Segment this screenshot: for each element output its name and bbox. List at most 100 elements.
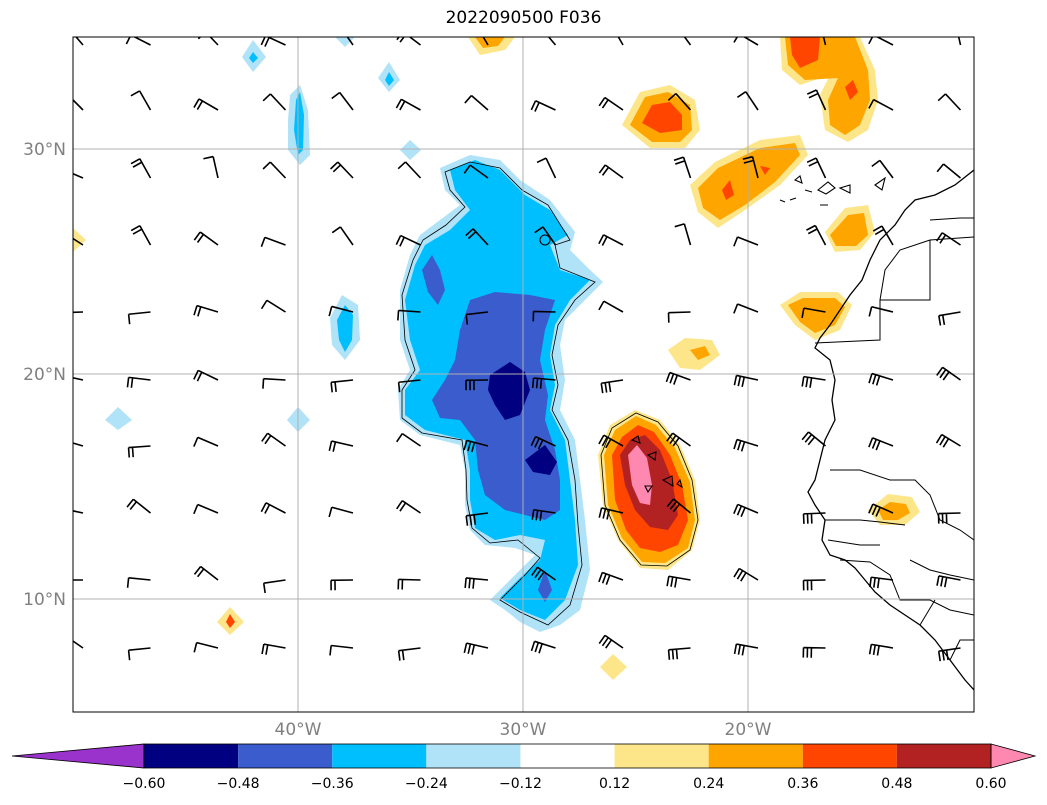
wind-barb <box>937 93 962 111</box>
wind-barb <box>73 579 84 581</box>
colorbar-tick-label: 0.48 <box>881 776 912 792</box>
wind-barb <box>598 634 624 649</box>
wind-barb <box>261 643 286 655</box>
wind-barb <box>397 647 421 661</box>
plot-area <box>73 37 974 712</box>
wind-barb <box>806 224 827 246</box>
wind-barb <box>806 157 827 179</box>
wind-barb <box>396 432 421 447</box>
wind-barb <box>937 512 961 524</box>
wind-barb <box>130 158 152 179</box>
positive-blob-l <box>73 228 86 252</box>
wind-barb <box>534 226 557 246</box>
latitude-labels: 30°N 20°N 10°N <box>23 140 66 610</box>
wind-barb <box>935 232 961 246</box>
wind-barb <box>598 234 624 246</box>
wind-barb <box>869 576 894 589</box>
wind-barb <box>397 309 421 321</box>
wind-barb <box>936 366 961 381</box>
wind-barb <box>733 303 759 314</box>
negative-blob-e <box>105 407 132 430</box>
wind-barb <box>871 159 894 179</box>
positive-blob-j-core <box>226 614 235 628</box>
wind-barb <box>464 577 489 589</box>
colorbar-tick-label: −0.48 <box>217 776 260 792</box>
colorbar-segment <box>802 744 897 768</box>
lon-label-20w: 20°W <box>725 720 772 740</box>
wind-barb <box>665 371 691 385</box>
wind-barb <box>329 644 354 656</box>
wind-barb <box>193 231 219 246</box>
negative-region-main-strong <box>422 255 560 602</box>
wind-barb <box>193 436 219 447</box>
wind-barb <box>330 161 354 179</box>
wind-barb <box>260 236 286 247</box>
cape-verde-islands <box>630 435 683 494</box>
wind-barb <box>801 375 826 388</box>
wind-barb <box>73 237 84 246</box>
positive-region-i-mid <box>878 502 910 520</box>
wind-barb <box>530 640 556 654</box>
wind-barb <box>75 37 84 46</box>
wind-barb <box>822 37 827 46</box>
wind-barb <box>868 98 894 111</box>
lon-label-30w: 30°W <box>500 720 547 740</box>
colorbar-tick-label: 0.12 <box>599 776 630 792</box>
wind-barb <box>126 376 151 388</box>
wind-barb <box>802 512 826 524</box>
wind-barb <box>733 374 759 388</box>
canary-islands <box>779 175 886 206</box>
wind-barb <box>396 37 421 46</box>
wind-barb <box>262 161 287 179</box>
wind-barb <box>868 503 894 517</box>
wind-barb <box>482 37 489 46</box>
wind-barb <box>126 498 151 514</box>
colorbar-extend-high <box>990 743 1037 769</box>
positive-region-h-mid <box>690 346 710 360</box>
positive-region-c-strong <box>722 166 770 200</box>
wind-barb <box>130 225 152 246</box>
positive-region-main-max <box>628 445 652 505</box>
plot-frame <box>72 36 975 713</box>
wind-barb <box>936 575 961 588</box>
longitude-labels: 40°W 30°W 20°W <box>275 720 772 740</box>
border-mauritania <box>879 217 974 301</box>
positive-region-c-mid <box>698 143 800 220</box>
wind-barb <box>331 226 354 246</box>
colorbar-tick-label: 0.60 <box>975 776 1006 792</box>
wind-barb <box>260 502 286 514</box>
wind-barb <box>262 93 287 111</box>
wind-barb <box>530 100 556 112</box>
wind-barb <box>806 89 827 111</box>
wind-barb <box>868 305 894 317</box>
wind-barb <box>346 37 354 46</box>
colorbar-segment <box>708 744 803 768</box>
wind-barb <box>801 431 827 447</box>
wind-barb <box>617 37 624 46</box>
colorbar-segment <box>238 744 333 768</box>
negative-blob-c <box>400 140 421 160</box>
positive-region-d-strong <box>790 37 858 100</box>
wind-barb <box>667 311 691 323</box>
wind-barb <box>868 643 894 656</box>
wind-barb <box>737 91 759 111</box>
wind-barb <box>73 442 84 447</box>
wind-barb <box>935 433 961 448</box>
wind-barb <box>868 372 894 386</box>
wind-barb <box>73 376 84 381</box>
wind-barb <box>868 37 894 46</box>
positive-region-e-mid <box>475 37 505 48</box>
colorbar-tick-label: 0.24 <box>693 776 724 792</box>
wind-barb <box>531 377 556 389</box>
wind-barb <box>73 98 84 111</box>
wind-barb <box>598 434 624 449</box>
colorbar-tick-label: −0.12 <box>499 776 542 792</box>
wind-barb <box>465 379 489 391</box>
wind-barb <box>328 305 354 317</box>
colorbar-extend-low <box>11 743 145 769</box>
wind-barb <box>733 236 759 247</box>
wind-barb <box>957 37 962 46</box>
wind-barb <box>465 512 489 526</box>
wind-barb <box>464 94 489 111</box>
wind-barb <box>742 155 759 179</box>
